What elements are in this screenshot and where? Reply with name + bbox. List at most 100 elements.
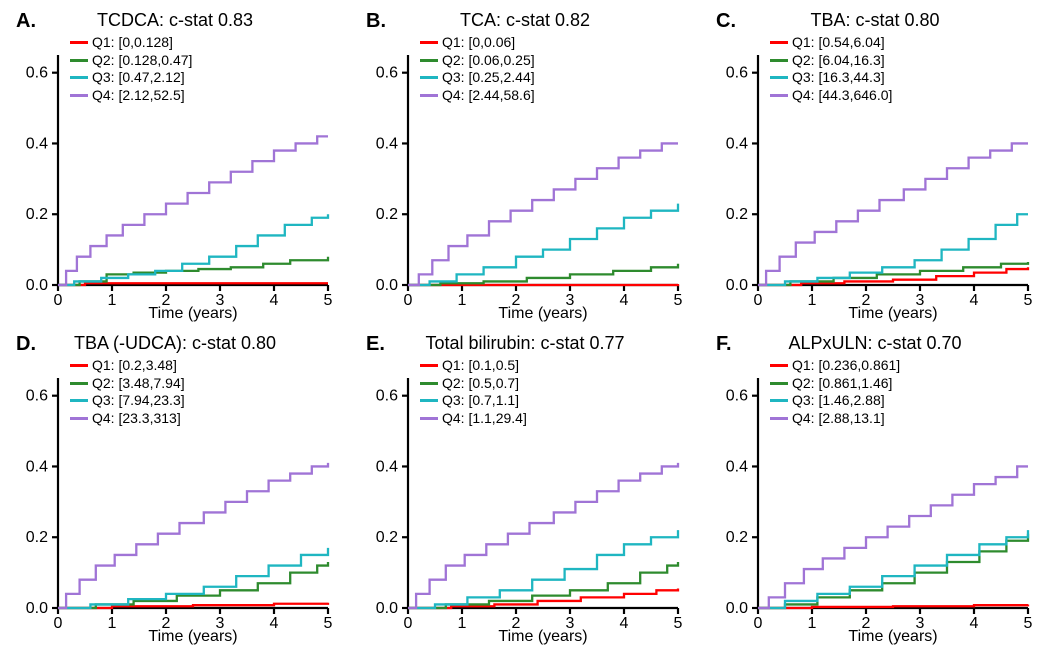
- panel-title: TCDCA: c-stat 0.83: [10, 10, 340, 31]
- legend-swatch: [420, 382, 438, 385]
- legend-swatch: [70, 417, 88, 420]
- legend-label: Q1: [0,0.06]: [442, 34, 515, 52]
- legend-label: Q1: [0.236,0.861]: [792, 357, 900, 375]
- legend-swatch: [420, 364, 438, 367]
- legend: Q1: [0.1,0.5]Q2: [0.5,0.7]Q3: [0.7,1.1]Q…: [420, 357, 527, 427]
- svg-text:0.6: 0.6: [726, 65, 748, 82]
- legend-row: Q3: [0.7,1.1]: [420, 392, 527, 410]
- legend-label: Q1: [0.1,0.5]: [442, 357, 519, 375]
- svg-text:1: 1: [458, 292, 467, 309]
- legend-swatch: [70, 382, 88, 385]
- svg-text:4: 4: [620, 292, 629, 309]
- svg-text:0.6: 0.6: [376, 65, 398, 82]
- svg-text:0.0: 0.0: [376, 277, 398, 294]
- chart-panel: E.Total bilirubin: c-stat 0.77Q1: [0.1,0…: [360, 333, 690, 646]
- svg-text:0: 0: [754, 615, 763, 632]
- svg-text:4: 4: [970, 615, 979, 632]
- legend-label: Q2: [6.04,16.3]: [792, 52, 885, 70]
- svg-text:0.6: 0.6: [26, 388, 48, 405]
- svg-text:0.6: 0.6: [26, 65, 48, 82]
- svg-text:5: 5: [674, 292, 683, 309]
- svg-text:0.4: 0.4: [26, 135, 48, 152]
- legend-row: Q1: [0.54,6.04]: [770, 34, 892, 52]
- svg-text:0.4: 0.4: [376, 135, 398, 152]
- legend-swatch: [70, 76, 88, 79]
- svg-text:0.2: 0.2: [376, 206, 398, 223]
- legend-label: Q3: [0.7,1.1]: [442, 392, 519, 410]
- legend-row: Q1: [0.1,0.5]: [420, 357, 527, 375]
- svg-text:0.6: 0.6: [726, 388, 748, 405]
- legend-row: Q3: [1.46,2.88]: [770, 392, 900, 410]
- series-line: [58, 214, 328, 285]
- legend-label: Q2: [0.861,1.46]: [792, 375, 892, 393]
- svg-text:0.2: 0.2: [26, 529, 48, 546]
- legend-row: Q3: [0.25,2.44]: [420, 69, 535, 87]
- chart-panel: A.TCDCA: c-stat 0.83Q1: [0,0.128]Q2: [0.…: [10, 10, 340, 323]
- legend-row: Q4: [23.3,313]: [70, 410, 185, 428]
- legend: Q1: [0.236,0.861]Q2: [0.861,1.46]Q3: [1.…: [770, 357, 900, 427]
- legend-row: Q4: [2.12,52.5]: [70, 87, 192, 105]
- legend-label: Q1: [0,0.128]: [92, 34, 173, 52]
- svg-text:4: 4: [620, 615, 629, 632]
- legend-swatch: [70, 94, 88, 97]
- svg-text:5: 5: [324, 292, 333, 309]
- series-line: [58, 562, 328, 608]
- legend-swatch: [770, 364, 788, 367]
- series-line: [58, 548, 328, 608]
- legend-swatch: [420, 59, 438, 62]
- legend-row: Q4: [1.1,29.4]: [420, 410, 527, 428]
- svg-text:0.0: 0.0: [726, 277, 748, 294]
- legend-label: Q4: [2.88,13.1]: [792, 410, 885, 428]
- legend-swatch: [70, 364, 88, 367]
- svg-text:5: 5: [324, 615, 333, 632]
- legend-row: Q3: [16.3,44.3]: [770, 69, 892, 87]
- svg-text:0: 0: [754, 292, 763, 309]
- series-line: [758, 530, 1028, 608]
- legend-swatch: [70, 399, 88, 402]
- legend: Q1: [0.54,6.04]Q2: [6.04,16.3]Q3: [16.3,…: [770, 34, 892, 104]
- x-axis-label: Time (years): [758, 305, 1028, 323]
- svg-text:4: 4: [270, 292, 279, 309]
- svg-text:4: 4: [970, 292, 979, 309]
- x-axis-label: Time (years): [408, 628, 678, 646]
- legend-swatch: [770, 417, 788, 420]
- svg-text:0.4: 0.4: [726, 458, 748, 475]
- legend-label: Q3: [7.94,23.3]: [92, 392, 185, 410]
- legend-swatch: [770, 59, 788, 62]
- legend-swatch: [420, 399, 438, 402]
- legend-row: Q3: [0.47,2.12]: [70, 69, 192, 87]
- svg-text:1: 1: [108, 615, 117, 632]
- legend: Q1: [0.2,3.48]Q2: [3.48,7.94]Q3: [7.94,2…: [70, 357, 185, 427]
- x-axis-label: Time (years): [58, 305, 328, 323]
- svg-text:5: 5: [1024, 292, 1033, 309]
- svg-text:0.0: 0.0: [726, 600, 748, 617]
- legend-row: Q2: [0.5,0.7]: [420, 375, 527, 393]
- svg-text:5: 5: [1024, 615, 1033, 632]
- legend-label: Q2: [0.128,0.47]: [92, 52, 192, 70]
- svg-text:0: 0: [404, 292, 413, 309]
- legend-label: Q1: [0.54,6.04]: [792, 34, 885, 52]
- legend-label: Q1: [0.2,3.48]: [92, 357, 177, 375]
- legend-swatch: [70, 59, 88, 62]
- legend-label: Q4: [2.12,52.5]: [92, 87, 185, 105]
- svg-text:4: 4: [270, 615, 279, 632]
- legend-label: Q3: [1.46,2.88]: [792, 392, 885, 410]
- legend: Q1: [0,0.06]Q2: [0.06,0.25]Q3: [0.25,2.4…: [420, 34, 535, 104]
- series-line: [758, 143, 1028, 285]
- svg-text:0.4: 0.4: [376, 458, 398, 475]
- chart-panel: F.ALPxULN: c-stat 0.70Q1: [0.236,0.861]Q…: [710, 333, 1040, 646]
- svg-text:1: 1: [108, 292, 117, 309]
- legend-row: Q2: [6.04,16.3]: [770, 52, 892, 70]
- legend-label: Q4: [23.3,313]: [92, 410, 181, 428]
- legend-row: Q2: [0.128,0.47]: [70, 52, 192, 70]
- series-line: [408, 204, 678, 285]
- svg-text:0: 0: [54, 292, 63, 309]
- chart-panel: C.TBA: c-stat 0.80Q1: [0.54,6.04]Q2: [6.…: [710, 10, 1040, 323]
- panel-title: TBA (-UDCA): c-stat 0.80: [10, 333, 340, 354]
- series-line: [58, 463, 328, 608]
- legend-label: Q2: [0.06,0.25]: [442, 52, 535, 70]
- legend-label: Q3: [0.47,2.12]: [92, 69, 185, 87]
- svg-text:0: 0: [54, 615, 63, 632]
- panel-letter: E.: [366, 333, 385, 356]
- legend-swatch: [770, 382, 788, 385]
